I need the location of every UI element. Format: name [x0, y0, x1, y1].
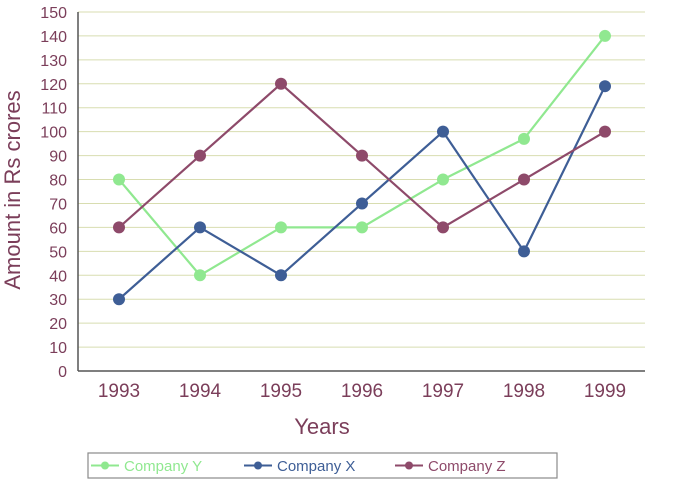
data-point	[356, 197, 368, 210]
y-tick-labels: 0 10 20 30 40 50 60 70 80 90 100 110 120 130 140 150	[40, 5, 67, 381]
data-point	[518, 132, 530, 145]
y-tick-label: 40	[49, 268, 67, 285]
data-point	[437, 221, 449, 234]
y-tick-label: 90	[49, 149, 67, 166]
data-point	[194, 149, 206, 162]
x-tick-label: 1994	[179, 381, 222, 402]
y-tick-label: 140	[40, 29, 67, 46]
data-point	[275, 269, 287, 282]
x-axis-title: Years	[294, 414, 349, 439]
data-point	[275, 77, 287, 90]
y-tick-label: 0	[58, 364, 67, 381]
y-tick-label: 20	[49, 316, 67, 333]
series-company-x	[113, 80, 611, 306]
legend-label: Company Y	[124, 458, 202, 475]
x-tick-label: 1997	[422, 381, 464, 402]
y-tick-label: 80	[49, 173, 67, 190]
data-point	[437, 173, 449, 186]
legend-marker	[101, 461, 109, 470]
series-group	[113, 29, 611, 306]
data-point	[356, 149, 368, 162]
y-tick-label: 60	[49, 220, 67, 237]
legend-marker	[254, 461, 262, 470]
data-point	[518, 245, 530, 258]
y-tick-label: 150	[40, 5, 67, 22]
y-tick-label: 30	[49, 292, 67, 309]
x-tick-label: 1999	[584, 381, 626, 402]
legend-label: Company Z	[428, 458, 506, 475]
legend: Company Y Company X Company Z	[87, 452, 558, 479]
data-point	[356, 221, 368, 234]
y-tick-label: 110	[41, 101, 67, 118]
x-tick-labels: 1993 1994 1995 1996 1997 1998 1999	[98, 381, 626, 402]
series-company-y	[113, 29, 611, 282]
data-point	[113, 173, 125, 186]
y-tick-label: 100	[40, 125, 67, 142]
data-point	[113, 293, 125, 306]
y-tick-label: 120	[40, 77, 67, 94]
x-tick-label: 1995	[260, 381, 302, 402]
y-tick-label: 10	[49, 340, 67, 357]
data-point	[518, 173, 530, 186]
y-tick-label: 50	[49, 244, 67, 261]
y-tick-label: 130	[40, 53, 67, 70]
data-point	[194, 221, 206, 234]
data-point	[599, 80, 611, 93]
x-tick-label: 1993	[98, 381, 140, 402]
legend-label: Company X	[277, 458, 355, 475]
data-point	[275, 221, 287, 234]
data-point	[599, 29, 611, 42]
data-point	[599, 125, 611, 138]
y-tick-label: 70	[49, 196, 67, 213]
data-point	[194, 269, 206, 282]
series-company-z	[113, 77, 611, 234]
axes	[77, 12, 645, 372]
y-axis-title: Amount in Rs crores	[0, 90, 25, 289]
data-point	[113, 221, 125, 234]
x-tick-label: 1996	[341, 381, 383, 402]
legend-box	[87, 452, 558, 479]
x-tick-label: 1998	[503, 381, 545, 402]
legend-marker	[405, 461, 413, 470]
data-point	[437, 125, 449, 138]
